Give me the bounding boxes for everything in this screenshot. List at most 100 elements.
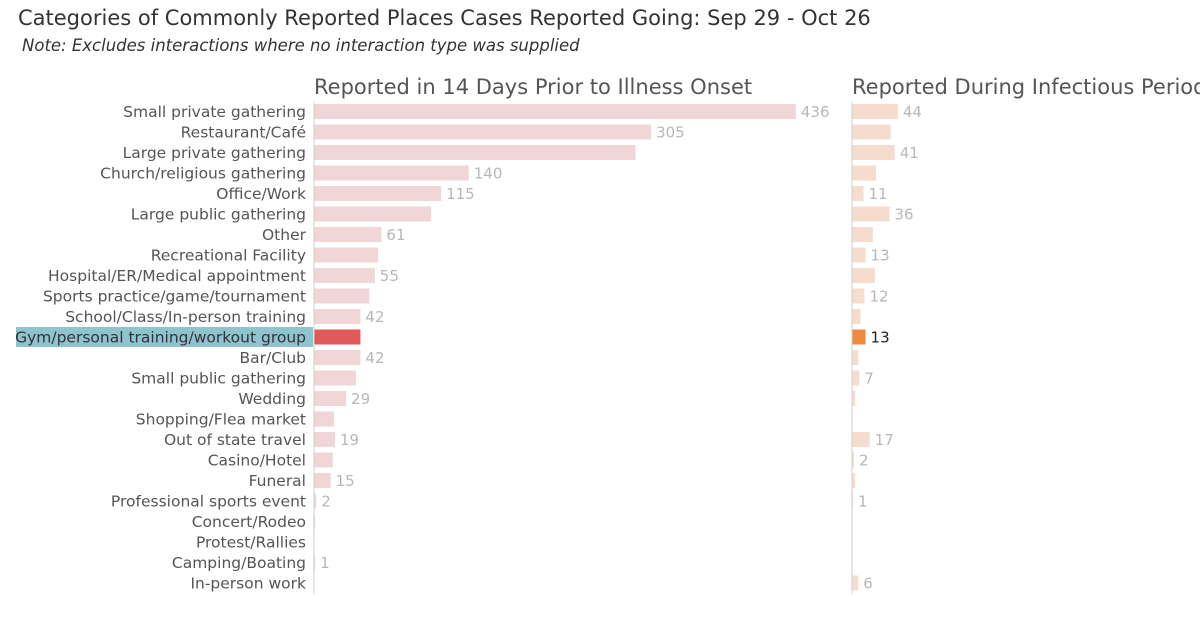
right-bar-professional-sports-event — [852, 493, 854, 509]
right-bar-in-person-work — [852, 575, 859, 591]
right-value-recreational-facility: 13 — [871, 247, 890, 265]
right-bar-restaurant-caf — [852, 124, 891, 140]
category-label-sports-practice-game-tournament: Sports practice/game/tournament — [43, 288, 306, 306]
right-bar-bar-club — [852, 350, 859, 365]
category-label-hospital-er-medical-appointment: Hospital/ER/Medical appointment — [48, 267, 306, 285]
category-label-office-work: Office/Work — [216, 185, 306, 203]
right-value-sports-practice-game-tournament: 12 — [870, 288, 889, 306]
left-bar-recreational-facility — [314, 247, 379, 263]
right-bar-small-public-gathering — [852, 370, 860, 386]
right-bar-school-class-in-person-training — [852, 309, 861, 324]
category-label-other: Other — [262, 226, 307, 244]
left-bar-large-private-gathering — [314, 145, 636, 160]
left-bar-casino-hotel — [314, 452, 333, 468]
category-label-restaurant-caf: Restaurant/Café — [181, 124, 306, 142]
right-panel-header: Reported During Infectious Period — [852, 75, 1200, 99]
right-bar-funeral — [852, 473, 856, 488]
left-panel-header: Reported in 14 Days Prior to Illness Ons… — [314, 75, 752, 99]
right-bar-wedding — [852, 391, 856, 406]
right-bar-recreational-facility — [852, 247, 866, 263]
left-value-wedding: 29 — [351, 390, 370, 408]
category-label-recreational-facility: Recreational Facility — [151, 247, 306, 265]
right-bar-small-private-gathering — [852, 104, 898, 119]
left-bar-professional-sports-event — [314, 493, 317, 509]
category-label-small-public-gathering: Small public gathering — [131, 370, 306, 388]
right-value-small-private-gathering: 44 — [903, 103, 922, 121]
axes — [313, 102, 853, 594]
right-value-office-work: 11 — [868, 185, 887, 203]
left-bar-hospital-er-medical-appointment — [314, 268, 375, 283]
right-value-large-public-gathering: 36 — [895, 206, 914, 224]
left-panel-bars: 436 305 140 115 61 55 42 42 29 19 15 2 1 — [314, 103, 830, 572]
left-bar-small-public-gathering — [314, 370, 356, 386]
left-value-church-religious-gathering: 140 — [474, 165, 503, 183]
left-bar-large-public-gathering — [314, 206, 432, 222]
category-label-in-person-work: In-person work — [190, 575, 306, 593]
left-bar-office-work — [314, 186, 442, 201]
left-bar-sports-practice-game-tournament — [314, 288, 370, 304]
right-bar-hospital-er-medical-appointment — [852, 268, 875, 283]
right-bar-gym-personal-training-workout-group — [852, 329, 866, 345]
left-value-office-work: 115 — [446, 185, 475, 203]
chart-title: Categories of Commonly Reported Places C… — [18, 6, 871, 30]
category-label-out-of-state-travel: Out of state travel — [164, 431, 306, 449]
left-value-other: 61 — [386, 226, 405, 244]
left-value-camping-boating: 1 — [320, 554, 330, 572]
category-label-protest-rallies: Protest/Rallies — [196, 534, 306, 552]
category-label-large-public-gathering: Large public gathering — [131, 206, 306, 224]
right-bar-other — [852, 227, 873, 242]
right-bar-large-public-gathering — [852, 206, 890, 222]
left-bar-gym-personal-training-workout-group — [314, 329, 361, 345]
right-value-casino-hotel: 2 — [859, 452, 869, 470]
category-label-professional-sports-event: Professional sports event — [111, 493, 306, 511]
left-value-bar-club: 42 — [365, 349, 384, 367]
category-label-small-private-gathering: Small private gathering — [123, 103, 306, 121]
category-label-wedding: Wedding — [238, 390, 306, 408]
chart-subtitle: Note: Excludes interactions where no int… — [22, 36, 580, 55]
left-bar-camping-boating — [314, 555, 316, 570]
highlight-label-bg — [16, 327, 313, 347]
category-label-large-private-gathering: Large private gathering — [123, 144, 306, 162]
category-label-school-class-in-person-training: School/Class/In-person training — [65, 308, 306, 326]
right-value-out-of-state-travel: 17 — [875, 431, 894, 449]
left-bar-shopping-flea-market — [314, 411, 334, 427]
highlight-layer — [16, 327, 313, 347]
left-value-small-private-gathering: 436 — [801, 103, 830, 121]
category-labels: Small private gathering Restaurant/Café La… — [15, 103, 307, 593]
right-bar-church-religious-gathering — [852, 165, 876, 181]
category-label-shopping-flea-market: Shopping/Flea market — [136, 411, 306, 429]
right-value-large-private-gathering: 41 — [900, 144, 919, 162]
left-value-hospital-er-medical-appointment: 55 — [380, 267, 399, 285]
right-value-in-person-work: 6 — [863, 575, 873, 593]
right-bar-casino-hotel — [852, 452, 855, 468]
category-label-church-religious-gathering: Church/religious gathering — [100, 165, 306, 183]
left-bar-concert-rodeo — [314, 514, 316, 529]
right-bar-large-private-gathering — [852, 145, 895, 160]
left-value-out-of-state-travel: 19 — [340, 431, 359, 449]
category-label-gym-personal-training-workout-group: Gym/personal training/workout group — [15, 329, 306, 347]
category-label-concert-rodeo: Concert/Rodeo — [192, 513, 306, 531]
category-label-camping-boating: Camping/Boating — [172, 554, 306, 572]
left-bar-out-of-state-travel — [314, 432, 335, 447]
left-value-restaurant-caf: 305 — [656, 124, 685, 142]
left-bar-small-private-gathering — [314, 104, 796, 119]
right-bar-office-work — [852, 186, 864, 201]
left-bar-other — [314, 227, 382, 242]
left-bar-bar-club — [314, 350, 361, 365]
right-panel-bars: 44 41 11 36 13 12 13 7 17 2 1 6 — [852, 103, 922, 593]
left-bar-wedding — [314, 391, 347, 406]
left-bar-church-religious-gathering — [314, 165, 469, 181]
left-bar-restaurant-caf — [314, 124, 652, 140]
left-value-professional-sports-event: 2 — [321, 493, 331, 511]
right-value-small-public-gathering: 7 — [864, 370, 874, 388]
left-value-school-class-in-person-training: 42 — [365, 308, 384, 326]
right-bar-sports-practice-game-tournament — [852, 288, 865, 304]
right-bar-out-of-state-travel — [852, 432, 870, 447]
category-label-casino-hotel: Casino/Hotel — [208, 452, 306, 470]
left-bar-funeral — [314, 473, 331, 488]
category-label-funeral: Funeral — [249, 472, 306, 490]
right-value-gym-personal-training-workout-group: 13 — [871, 329, 890, 347]
left-bar-school-class-in-person-training — [314, 309, 361, 324]
category-label-bar-club: Bar/Club — [239, 349, 306, 367]
